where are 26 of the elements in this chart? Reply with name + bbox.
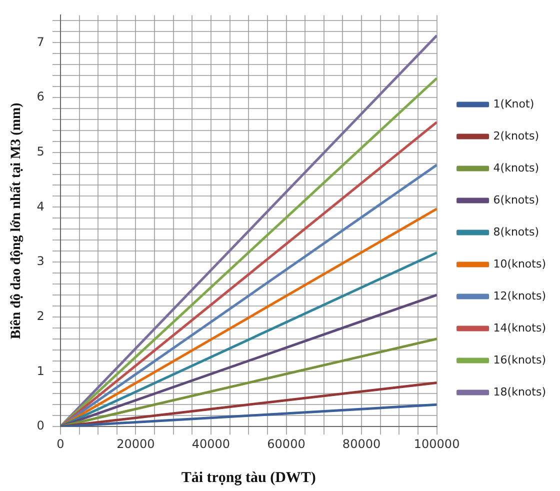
legend-label: 10(knots): [493, 257, 546, 270]
x-tick-label: 40000: [192, 436, 230, 451]
legend-label: 8(knots): [493, 225, 540, 238]
y-tick-label: 1: [36, 364, 44, 378]
x-tick-label: 60000: [267, 436, 306, 451]
legend-label: 6(knots): [493, 193, 540, 206]
y-tick-label: 4: [36, 199, 44, 214]
x-tick-label: 100000: [414, 436, 460, 451]
legend-label: 2(knots): [493, 129, 540, 142]
legend-label: 4(knots): [493, 161, 540, 174]
y-tick-label: 0: [36, 418, 44, 433]
y-tick-label: 7: [36, 34, 44, 49]
x-tick-label: 80000: [342, 436, 381, 451]
x-tick-label: 20000: [116, 436, 155, 451]
legend-label: 18(knots): [493, 385, 546, 398]
x-axis-title: Tải trọng tàu (DWT): [181, 470, 316, 486]
y-tick-label: 6: [36, 90, 44, 104]
legend-label: 12(knots): [493, 289, 546, 302]
y-tick-label: 2: [36, 309, 44, 324]
x-tick-label: 0: [56, 436, 64, 451]
legend-label: 1(Knot): [493, 97, 534, 110]
legend-label: 14(knots): [493, 321, 546, 334]
y-tick-label: 3: [36, 254, 44, 268]
y-tick-label: 5: [36, 144, 44, 158]
y-axis-title: Biên độ dao động lớn nhất tại M3 (mm): [9, 102, 24, 340]
legend-label: 16(knots): [493, 353, 546, 366]
